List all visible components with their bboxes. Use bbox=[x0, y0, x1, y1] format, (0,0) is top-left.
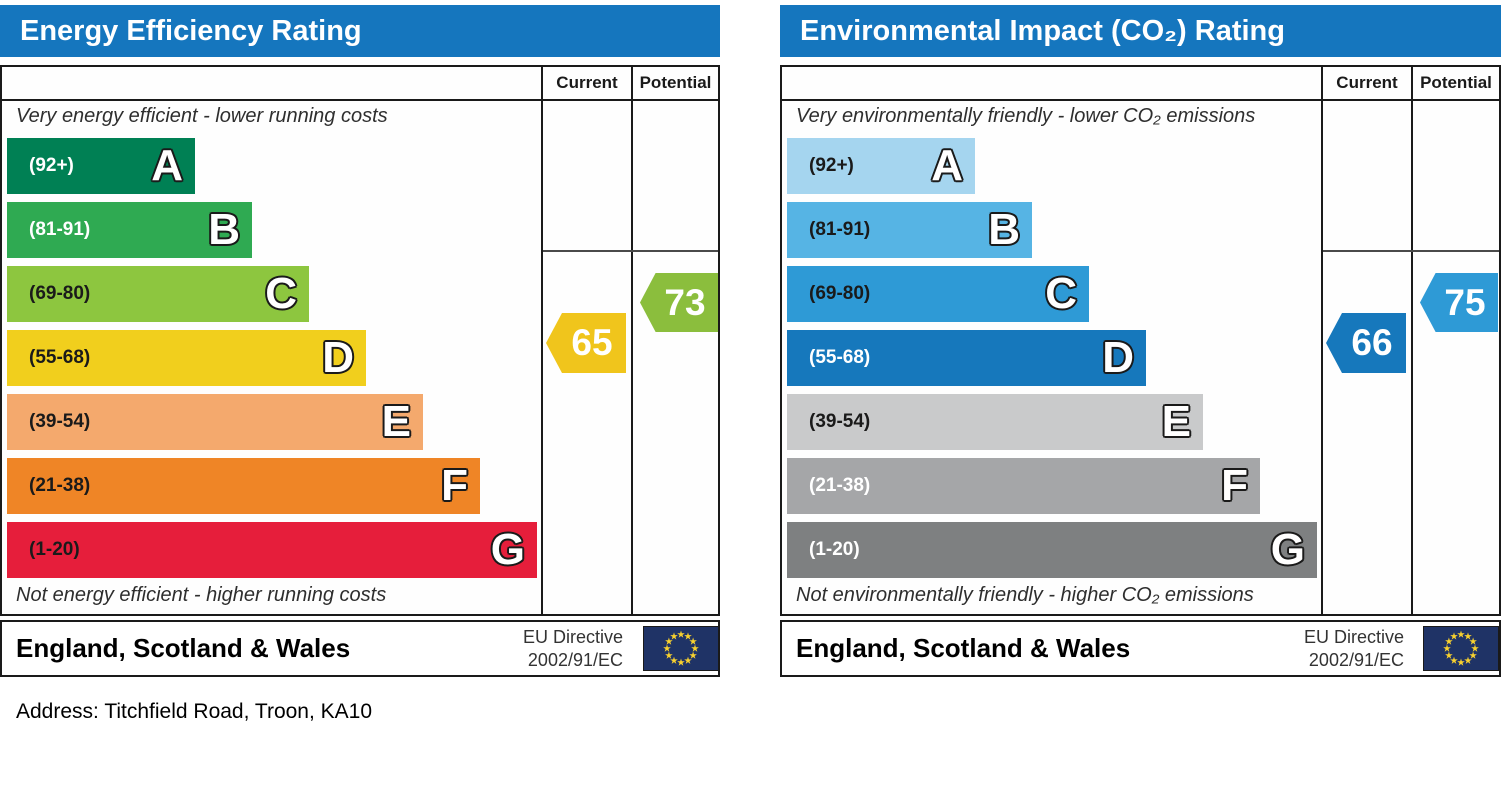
rating-band-g: (1-20) G bbox=[787, 522, 1317, 578]
rating-band-a: (92+) A bbox=[7, 138, 195, 194]
rating-band-e: (39-54) E bbox=[7, 394, 423, 450]
band-letter: F bbox=[1221, 461, 1248, 510]
current-column-header: Current bbox=[556, 73, 618, 92]
band-letter: C bbox=[1045, 269, 1077, 318]
band-range-label: (92+) bbox=[809, 155, 854, 176]
potential-column-header: Potential bbox=[1420, 73, 1492, 92]
band-letter: A bbox=[931, 141, 963, 190]
top-caption: Very environmentally friendly - lower CO… bbox=[796, 105, 1256, 127]
chart-footer: England, Scotland & Wales EU Directive 2… bbox=[780, 620, 1501, 677]
rating-band-d: (55-68) D bbox=[787, 330, 1146, 386]
potential-rating-arrow: 73 bbox=[640, 273, 718, 332]
band-range-label: (55-68) bbox=[809, 347, 871, 368]
band-range-label: (81-91) bbox=[29, 219, 91, 240]
band-range-label: (1-20) bbox=[809, 539, 860, 560]
rating-band-f: (21-38) F bbox=[787, 458, 1260, 514]
current-rating-arrow: 65 bbox=[546, 313, 626, 373]
column-divider bbox=[1411, 67, 1413, 614]
panel-title-environmental: Environmental Impact (CO₂) Rating bbox=[780, 5, 1501, 57]
current-rating-value: 65 bbox=[571, 322, 613, 363]
rating-band-c: (69-80) C bbox=[787, 266, 1089, 322]
current-rating-arrow: 66 bbox=[1326, 313, 1406, 373]
environmental-rating-chart: Current Potential Very environmentally f… bbox=[780, 65, 1501, 616]
address-line: Address: Titchfield Road, Troon, KA10 bbox=[16, 700, 373, 723]
panel-title-energy: Energy Efficiency Rating bbox=[0, 5, 720, 57]
band-range-label: (1-20) bbox=[29, 539, 80, 560]
potential-rating-value: 73 bbox=[664, 281, 706, 323]
band-range-label: (81-91) bbox=[809, 219, 871, 240]
band-letter: B bbox=[988, 205, 1020, 254]
rating-band-b: (81-91) B bbox=[7, 202, 252, 258]
column-divider bbox=[1321, 67, 1323, 614]
band-range-label: (21-38) bbox=[29, 475, 91, 496]
bottom-caption: Not energy efficient - higher running co… bbox=[16, 584, 387, 606]
environmental-impact-panel: Environmental Impact (CO₂) Rating Curren… bbox=[780, 0, 1501, 780]
potential-rating-value: 75 bbox=[1444, 281, 1486, 323]
band-range-label: (92+) bbox=[29, 155, 74, 176]
eu-directive-label: EU Directive 2002/91/EC bbox=[1303, 627, 1404, 670]
header-row-divider bbox=[782, 99, 1499, 101]
rating-band-b: (81-91) B bbox=[787, 202, 1032, 258]
rating-band-g: (1-20) G bbox=[7, 522, 537, 578]
band-range-label: (39-54) bbox=[29, 411, 91, 432]
potential-rating-arrow: 75 bbox=[1420, 273, 1498, 332]
eu-directive-label: EU Directive 2002/91/EC bbox=[522, 627, 623, 670]
column-divider bbox=[541, 67, 543, 614]
band-range-label: (69-80) bbox=[809, 283, 871, 304]
energy-efficiency-panel: Energy Efficiency Rating Current Potenti… bbox=[0, 0, 720, 780]
rating-band-a: (92+) A bbox=[787, 138, 975, 194]
rating-band-f: (21-38) F bbox=[7, 458, 480, 514]
band-range-label: (69-80) bbox=[29, 283, 91, 304]
top-caption: Very energy efficient - lower running co… bbox=[16, 105, 388, 127]
footer-region-label: England, Scotland & Wales bbox=[16, 633, 351, 663]
chart-footer: England, Scotland & Wales EU Directive 2… bbox=[0, 620, 720, 677]
eu-flag-icon bbox=[1423, 626, 1499, 671]
columns-row-line bbox=[1323, 250, 1499, 252]
band-letter: G bbox=[1270, 525, 1305, 574]
header-row-divider bbox=[2, 99, 718, 101]
band-letter: F bbox=[441, 461, 468, 510]
footer-region-label: England, Scotland & Wales bbox=[796, 633, 1131, 663]
band-letter: E bbox=[1161, 397, 1191, 446]
columns-row-line bbox=[543, 250, 718, 252]
band-letter: B bbox=[208, 205, 240, 254]
rating-band-c: (69-80) C bbox=[7, 266, 309, 322]
rating-band-e: (39-54) E bbox=[787, 394, 1203, 450]
current-rating-value: 66 bbox=[1351, 322, 1393, 363]
band-letter: E bbox=[381, 397, 411, 446]
band-range-label: (21-38) bbox=[809, 475, 871, 496]
band-range-label: (55-68) bbox=[29, 347, 91, 368]
band-range-label: (39-54) bbox=[809, 411, 871, 432]
bottom-caption: Not environmentally friendly - higher CO… bbox=[796, 584, 1254, 606]
band-letter: D bbox=[1102, 333, 1134, 382]
current-column-header: Current bbox=[1336, 73, 1398, 92]
rating-band-d: (55-68) D bbox=[7, 330, 366, 386]
energy-rating-chart: Current Potential Very energy efficient … bbox=[0, 65, 720, 616]
band-letter: A bbox=[151, 141, 183, 190]
eu-flag-icon bbox=[643, 626, 719, 671]
column-divider bbox=[631, 67, 633, 614]
band-letter: G bbox=[490, 525, 525, 574]
band-letter: D bbox=[322, 333, 354, 382]
band-letter: C bbox=[265, 269, 297, 318]
potential-column-header: Potential bbox=[639, 73, 712, 92]
